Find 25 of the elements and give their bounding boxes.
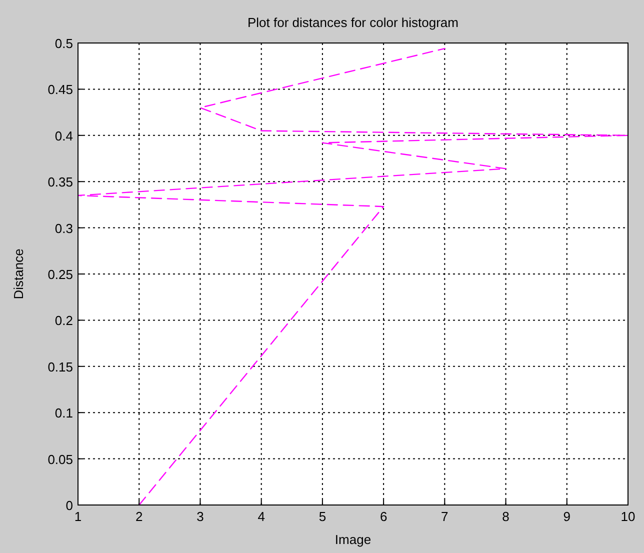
y-tick-label: 0.5 xyxy=(54,36,73,51)
x-tick-label: 3 xyxy=(196,509,204,524)
y-tick-label: 0.05 xyxy=(48,452,73,467)
x-tick-label: 4 xyxy=(258,509,265,524)
y-tick-label: 0.4 xyxy=(54,128,73,144)
x-tick-label: 7 xyxy=(441,509,448,524)
x-tick-label: 9 xyxy=(563,509,571,524)
y-tick-label: 0 xyxy=(66,498,73,513)
x-tick-label: 6 xyxy=(380,509,388,524)
x-tick-label: 10 xyxy=(620,509,636,524)
y-axis-title: Distance xyxy=(11,248,26,300)
x-tick-label: 5 xyxy=(318,509,326,524)
y-tick-label: 0.2 xyxy=(54,313,73,328)
x-tick-label: 8 xyxy=(502,509,510,524)
x-tick-label: 2 xyxy=(135,509,143,524)
y-tick-label: 0.15 xyxy=(48,359,73,374)
y-tick-label: 0.35 xyxy=(48,174,73,190)
y-tick-label: 0.45 xyxy=(48,82,73,98)
chart-title: Plot for distances for color histogram xyxy=(248,15,458,30)
line-series xyxy=(78,48,628,506)
y-tick-label: 0.25 xyxy=(48,267,73,282)
y-tick-label: 0.1 xyxy=(54,406,73,421)
x-axis-title: Image xyxy=(334,532,372,547)
x-tick-label: 1 xyxy=(74,509,82,524)
y-tick-label: 0.3 xyxy=(54,220,73,236)
